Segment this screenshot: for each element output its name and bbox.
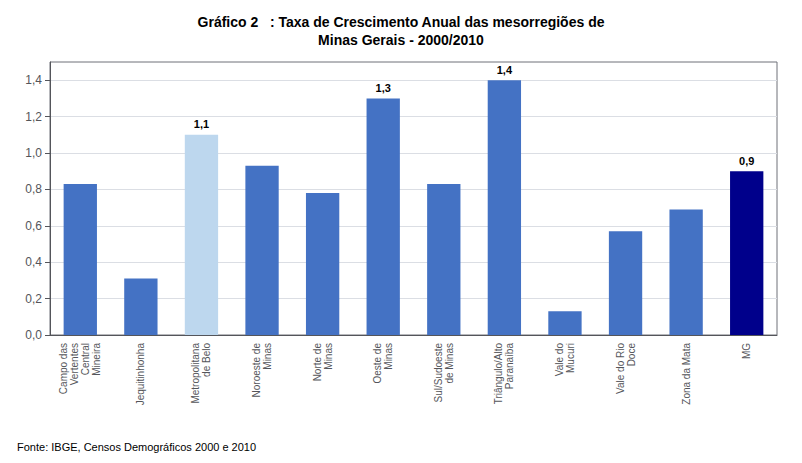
svg-text:de Minas: de Minas bbox=[444, 343, 455, 384]
svg-text:Vertentes: Vertentes bbox=[69, 343, 80, 385]
svg-text:MG: MG bbox=[741, 343, 752, 359]
svg-text:Minas: Minas bbox=[323, 343, 334, 370]
svg-text:Minas Gerais - 2000/2010: Minas Gerais - 2000/2010 bbox=[318, 32, 484, 48]
svg-text:Mucuri: Mucuri bbox=[565, 343, 576, 373]
svg-text:Minas: Minas bbox=[383, 343, 394, 370]
svg-text:Metropolitana: Metropolitana bbox=[190, 343, 201, 404]
svg-text:0,0: 0,0 bbox=[25, 328, 42, 342]
svg-text:Zona da Mata: Zona da Mata bbox=[681, 343, 692, 405]
svg-text:de Belo: de Belo bbox=[201, 343, 212, 377]
svg-text:0,4: 0,4 bbox=[25, 255, 42, 269]
svg-text:1,3: 1,3 bbox=[376, 82, 391, 94]
svg-text:0,9: 0,9 bbox=[739, 155, 754, 167]
svg-text:0,2: 0,2 bbox=[25, 292, 42, 306]
svg-text:Oeste de: Oeste de bbox=[372, 343, 383, 384]
svg-text:Triângulo/Alto: Triângulo/Alto bbox=[493, 343, 504, 405]
svg-text:1,4: 1,4 bbox=[497, 64, 513, 76]
svg-text:Vale do Rio: Vale do Rio bbox=[615, 343, 626, 394]
svg-text:0,8: 0,8 bbox=[25, 182, 42, 196]
svg-text:Campo das: Campo das bbox=[58, 343, 69, 394]
svg-text:Mineira: Mineira bbox=[91, 343, 102, 376]
svg-text:1,4: 1,4 bbox=[25, 73, 42, 87]
svg-text:Noroeste de: Noroeste de bbox=[251, 343, 262, 398]
svg-text:Central: Central bbox=[80, 343, 91, 375]
svg-text:Paranaíba: Paranaíba bbox=[504, 343, 515, 390]
svg-text:Jequitinhonha: Jequitinhonha bbox=[135, 343, 146, 406]
svg-text:Fonte: IBGE, Censos Demográfic: Fonte: IBGE, Censos Demográficos 2000 e … bbox=[17, 441, 256, 453]
svg-text:1,0: 1,0 bbox=[25, 146, 42, 160]
svg-text:1,1: 1,1 bbox=[194, 118, 209, 130]
svg-text:Minas: Minas bbox=[262, 343, 273, 370]
svg-text:Gráfico 2 : Taxa de Crescime: Gráfico 2 : Taxa de Crescimento Anual da… bbox=[198, 14, 605, 30]
svg-text:Vale do: Vale do bbox=[554, 343, 565, 377]
svg-text:1,2: 1,2 bbox=[25, 110, 42, 124]
svg-text:Norte de: Norte de bbox=[312, 343, 323, 382]
svg-text:0,6: 0,6 bbox=[25, 219, 42, 233]
svg-text:Doce: Doce bbox=[626, 343, 637, 367]
svg-text:Sul/Sudoeste: Sul/Sudoeste bbox=[433, 343, 444, 403]
